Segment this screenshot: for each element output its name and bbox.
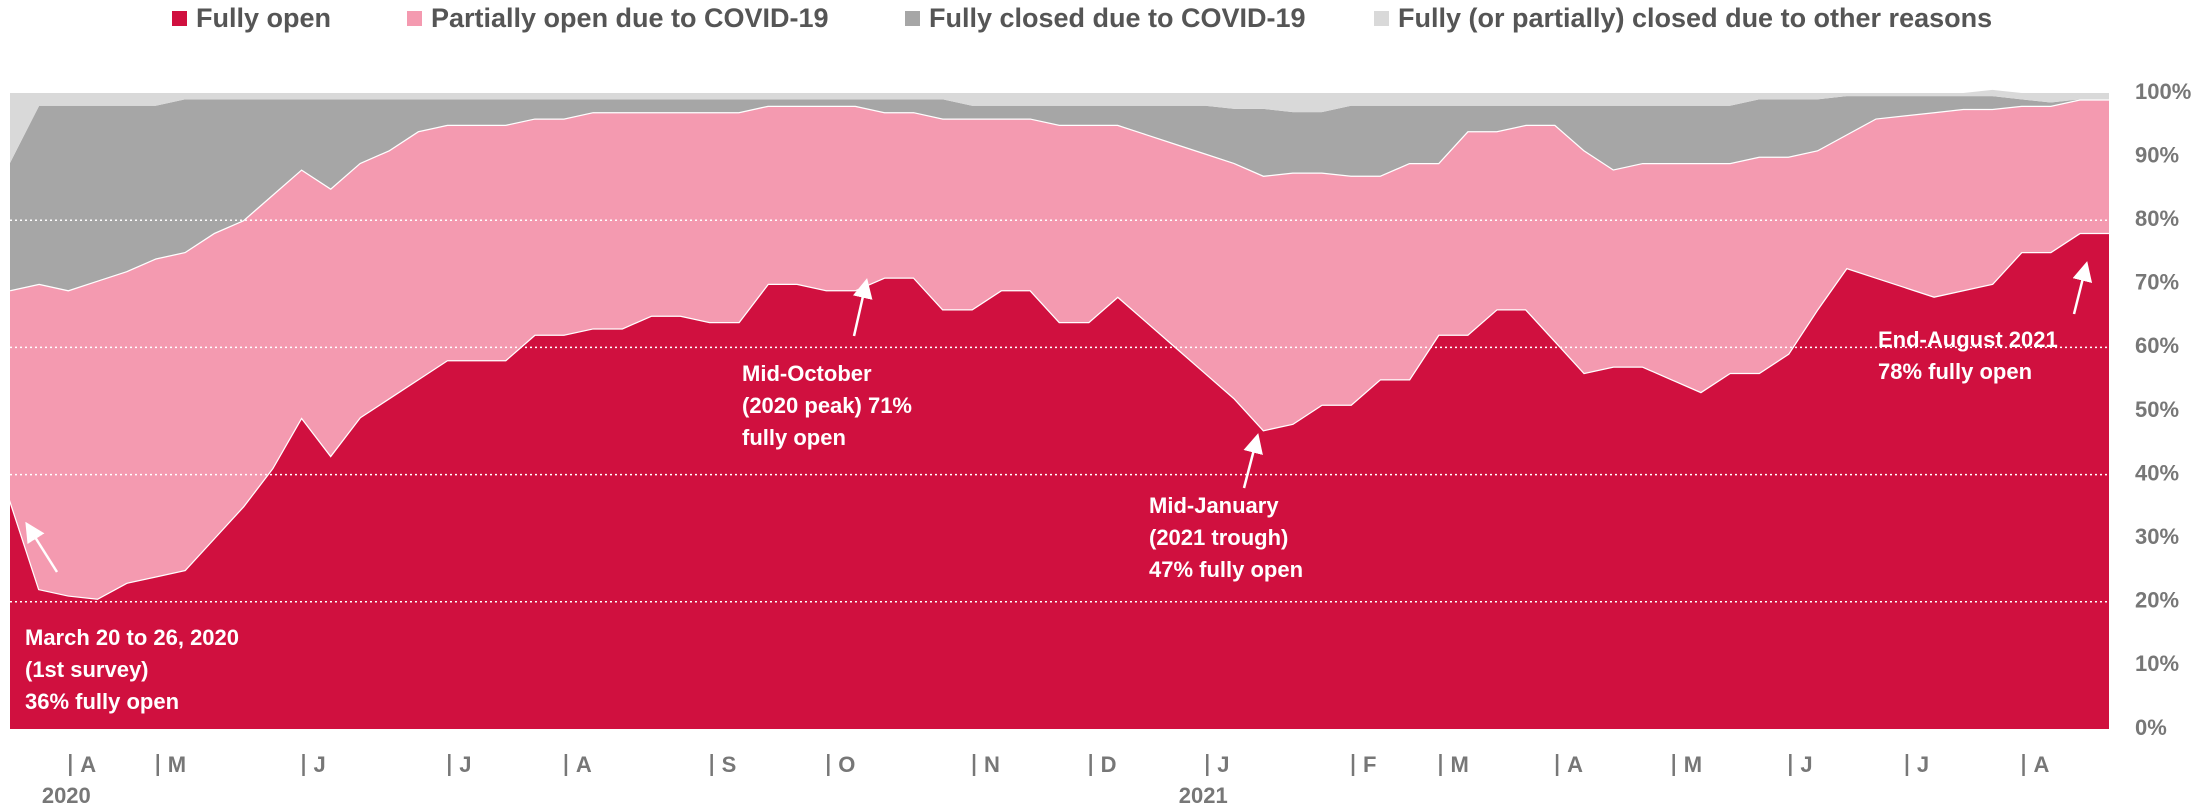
legend-label: Fully (or partially) closed due to other…: [1398, 3, 1992, 33]
area: [10, 99, 2109, 599]
x-tick-label: N: [984, 752, 1000, 777]
area: [10, 89, 2109, 163]
y-tick-label: 50%: [2135, 397, 2179, 422]
x-tick-label: M: [1450, 752, 1468, 777]
x-tick-label: D: [1101, 752, 1117, 777]
y-tick-label: 30%: [2135, 524, 2179, 549]
legend-swatch: [172, 11, 187, 26]
y-tick-label: 90%: [2135, 142, 2179, 167]
x-tick-label: J: [1800, 752, 1812, 777]
x-tick-label: A: [576, 752, 592, 777]
annotation: (2020 peak) 71%: [742, 393, 912, 418]
x-tick-label: M: [1684, 752, 1702, 777]
x-tick-label: J: [314, 752, 326, 777]
x-tick-label: A: [1567, 752, 1583, 777]
y-tick-label: 40%: [2135, 460, 2179, 485]
area: [10, 232, 2109, 730]
annotation: (1st survey): [25, 657, 149, 682]
area: [10, 96, 2109, 291]
annotation: fully open: [742, 425, 846, 450]
annotation: (2021 trough): [1149, 525, 1288, 550]
y-tick-label: 60%: [2135, 333, 2179, 358]
annotation: March 20 to 26, 2020: [25, 625, 239, 650]
x-tick-label: O: [838, 752, 855, 777]
annotation-arrow: [1242, 433, 1263, 489]
legend-label: Fully closed due to COVID-19: [929, 3, 1306, 33]
annotation-arrow: [25, 521, 59, 573]
annotation: 47% fully open: [1149, 557, 1303, 582]
y-tick-label: 100%: [2135, 79, 2191, 104]
legend-swatch: [1374, 11, 1389, 26]
legend-swatch: [905, 11, 920, 26]
x-tick-label: A: [2034, 752, 2050, 777]
x-tick-label: J: [459, 752, 471, 777]
y-tick-label: 70%: [2135, 270, 2179, 295]
annotation-arrow: [2072, 261, 2093, 315]
annotation: 78% fully open: [1878, 359, 2032, 384]
x-tick-label: A: [80, 752, 96, 777]
x-tick-label: J: [1217, 752, 1229, 777]
x-tick-label: M: [168, 752, 186, 777]
x-tick-label: J: [1917, 752, 1929, 777]
annotation: End-August 2021: [1878, 327, 2058, 352]
legend-label: Fully open: [196, 3, 331, 33]
y-tick-label: 0%: [2135, 715, 2167, 740]
annotation: Mid-January: [1149, 493, 1279, 518]
legend-label: Partially open due to COVID-19: [431, 3, 829, 33]
year-label: 2021: [1179, 783, 1228, 806]
annotation-arrow: [852, 278, 873, 337]
annotation: 36% fully open: [25, 689, 179, 714]
x-tick-label: F: [1363, 752, 1376, 777]
y-tick-label: 10%: [2135, 651, 2179, 676]
legend-swatch: [407, 11, 422, 26]
y-tick-label: 80%: [2135, 206, 2179, 231]
x-tick-label: S: [722, 752, 737, 777]
y-tick-label: 20%: [2135, 588, 2179, 613]
year-label: 2020: [42, 783, 91, 806]
annotation: Mid-October: [742, 361, 872, 386]
